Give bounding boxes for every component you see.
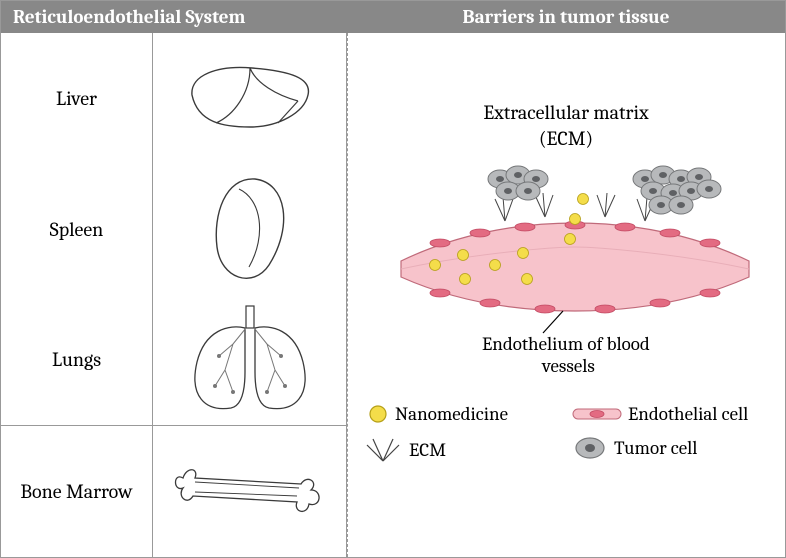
liver-icon xyxy=(153,33,346,164)
header-left: Reticuloendothelial System xyxy=(1,1,347,33)
legend-tumor-label: Tumor cell xyxy=(614,437,697,459)
ecm-icon xyxy=(363,437,403,463)
legend-ecm-label: ECM xyxy=(409,439,446,461)
bone-marrow-icon xyxy=(153,426,346,557)
endothelial-cell-icon xyxy=(572,405,622,423)
endothelium-label-line2: vessels xyxy=(542,355,595,377)
dashed-separator-icon xyxy=(347,33,348,557)
header-bar: Reticuloendothelial System Barriers in t… xyxy=(1,1,785,33)
left-column: Liver Spleen Lungs xyxy=(1,33,347,557)
legend-endothelial-label: Endothelial cell xyxy=(628,403,748,425)
nanomedicine-icon xyxy=(367,403,389,425)
endothelium-label-line1: Endothelium of blood xyxy=(482,333,650,355)
tumor-diagram xyxy=(395,161,755,341)
legend-ecm: ECM xyxy=(363,437,446,463)
right-column: Extracellular matrix (ECM) xyxy=(347,33,785,557)
organ-row-bonemarrow: Bone Marrow xyxy=(1,426,346,557)
bone-marrow-label: Bone Marrow xyxy=(1,426,153,557)
header-right: Barriers in tumor tissue xyxy=(347,1,785,33)
lungs-label: Lungs xyxy=(1,295,152,426)
legend-tumor: Tumor cell xyxy=(572,435,697,461)
organ-icon-col xyxy=(153,33,346,425)
lungs-icon xyxy=(153,295,346,426)
figure-frame: Reticuloendothelial System Barriers in t… xyxy=(0,0,786,558)
legend-nanomedicine-label: Nanomedicine xyxy=(395,403,508,425)
ecm-subtitle: (ECM) xyxy=(539,127,593,150)
organ-label-col: Liver Spleen Lungs xyxy=(1,33,153,425)
body: Liver Spleen Lungs xyxy=(1,33,785,557)
legend-nanomedicine: Nanomedicine xyxy=(367,403,508,425)
liver-label: Liver xyxy=(1,33,152,164)
tumor-cell-icon xyxy=(572,435,608,461)
organ-row-top: Liver Spleen Lungs xyxy=(1,33,346,426)
spleen-icon xyxy=(153,164,346,295)
legend-endothelial: Endothelial cell xyxy=(572,403,748,425)
ecm-title: Extracellular matrix xyxy=(483,101,648,124)
spleen-label: Spleen xyxy=(1,164,152,295)
